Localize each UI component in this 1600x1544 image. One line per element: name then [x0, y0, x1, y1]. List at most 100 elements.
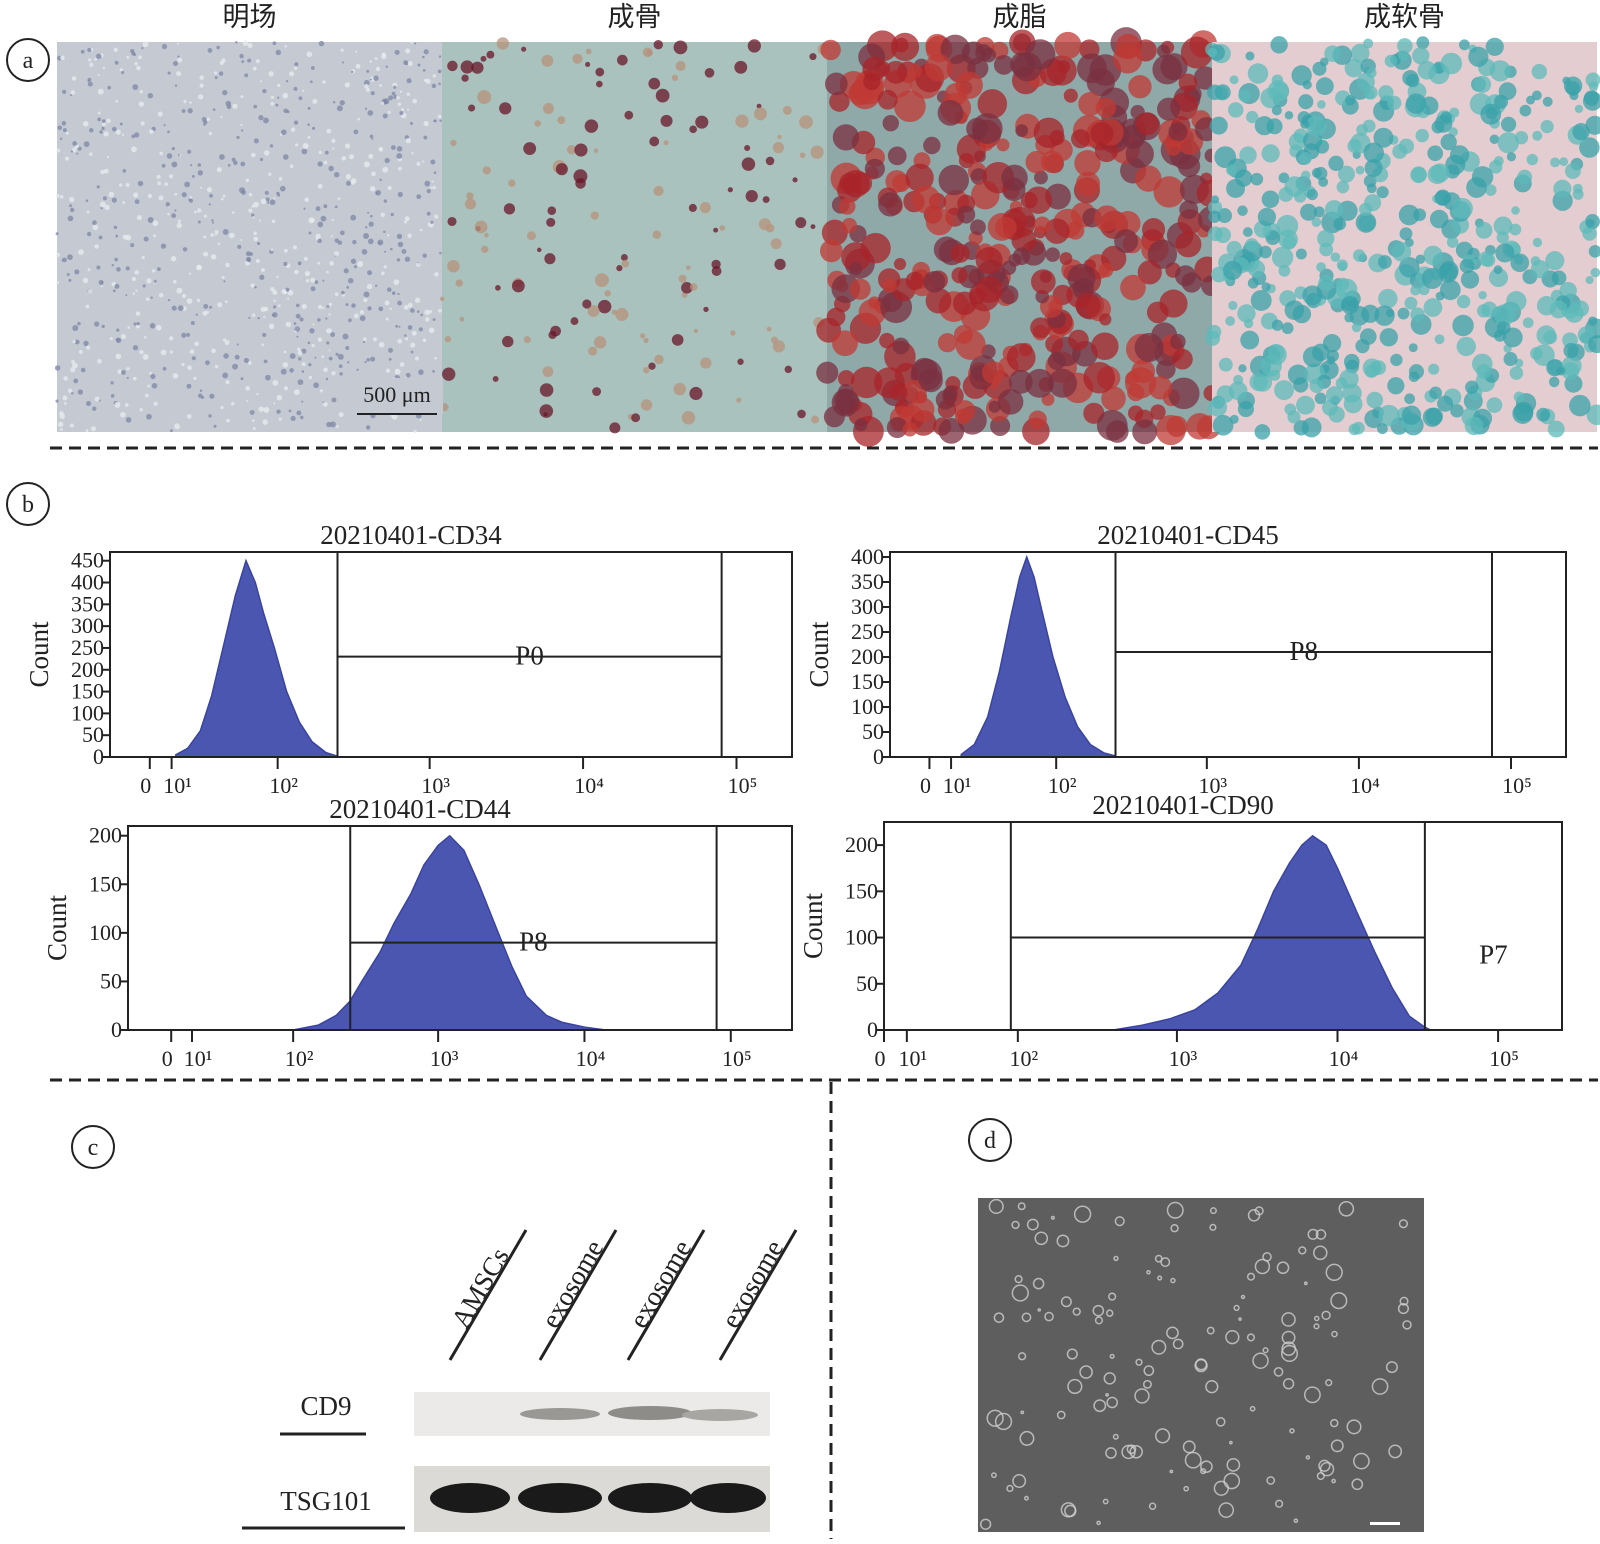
- texture: [461, 74, 469, 82]
- texture: [216, 167, 222, 173]
- texture: [380, 212, 386, 218]
- texture: [289, 71, 295, 77]
- texture: [199, 186, 203, 189]
- texture: [1398, 50, 1409, 62]
- texture: [882, 114, 899, 132]
- texture: [438, 55, 442, 58]
- texture: [849, 262, 863, 276]
- texture: [1392, 144, 1408, 159]
- texture: [182, 247, 188, 252]
- texture: [369, 134, 374, 139]
- texture: [572, 53, 583, 64]
- texture: [955, 329, 986, 360]
- lane-label: exosome: [623, 1235, 697, 1333]
- texture: [317, 337, 323, 342]
- texture: [1208, 397, 1228, 417]
- texture: [163, 124, 166, 127]
- texture: [1506, 290, 1527, 312]
- texture: [76, 152, 79, 155]
- texture: [70, 367, 76, 373]
- texture: [1374, 305, 1395, 326]
- texture: [203, 251, 209, 257]
- texture: [341, 156, 347, 161]
- texture: [550, 325, 561, 337]
- x-tick-label: 10⁵: [1489, 1046, 1519, 1071]
- texture: [1449, 145, 1470, 165]
- texture: [283, 386, 289, 391]
- texture: [950, 243, 970, 263]
- texture: [890, 32, 920, 62]
- texture: [122, 201, 126, 204]
- texture: [147, 384, 151, 388]
- texture: [405, 372, 411, 378]
- particle: [1313, 1315, 1320, 1322]
- texture: [283, 248, 288, 253]
- texture: [78, 249, 84, 255]
- texture: [685, 265, 691, 271]
- texture: [153, 401, 158, 406]
- texture: [1157, 97, 1181, 121]
- particle: [1281, 1330, 1296, 1345]
- texture: [251, 213, 255, 217]
- particle: [1148, 1502, 1157, 1510]
- texture: [323, 367, 328, 373]
- texture: [593, 336, 607, 349]
- texture: [1347, 139, 1362, 154]
- texture: [585, 61, 591, 67]
- texture: [1291, 65, 1312, 86]
- texture: [1025, 368, 1054, 398]
- texture: [307, 106, 311, 110]
- texture: [1459, 258, 1475, 274]
- texture: [703, 306, 709, 313]
- plot-frame: [127, 825, 793, 1031]
- y-tick-label: 200: [71, 657, 104, 682]
- texture: [345, 173, 351, 180]
- texture: [1458, 39, 1470, 51]
- texture: [681, 282, 693, 294]
- texture: [1271, 246, 1294, 269]
- particle: [1102, 1498, 1109, 1505]
- texture: [254, 286, 257, 289]
- texture: [393, 279, 400, 285]
- texture: [1343, 353, 1360, 370]
- texture: [799, 115, 813, 129]
- texture: [1271, 82, 1290, 101]
- texture: [195, 313, 199, 316]
- texture: [256, 241, 261, 246]
- texture: [161, 43, 168, 50]
- texture: [422, 338, 427, 343]
- texture: [1300, 119, 1310, 129]
- texture: [174, 192, 178, 196]
- texture: [1238, 89, 1251, 102]
- texture: [347, 277, 354, 284]
- micrographs: [54, 27, 1600, 447]
- texture: [1376, 186, 1389, 199]
- texture: [977, 89, 1008, 119]
- texture: [330, 235, 333, 238]
- texture: [141, 256, 145, 260]
- texture: [308, 231, 312, 235]
- texture: [331, 397, 337, 403]
- texture: [103, 168, 109, 174]
- texture: [142, 41, 149, 48]
- texture: [67, 388, 73, 394]
- texture: [772, 340, 786, 353]
- texture: [132, 376, 137, 381]
- texture: [167, 130, 170, 134]
- texture: [188, 198, 192, 202]
- texture: [1471, 353, 1493, 375]
- texture: [297, 357, 302, 361]
- chart-title: 20210401-CD34: [320, 520, 502, 550]
- texture: [1045, 335, 1064, 353]
- texture: [1193, 66, 1218, 90]
- texture: [309, 328, 315, 334]
- texture: [283, 154, 289, 160]
- texture: [1120, 274, 1146, 301]
- texture: [69, 204, 72, 208]
- texture: [350, 214, 357, 221]
- chart-title: 20210401-CD90: [1092, 790, 1274, 820]
- texture: [1287, 364, 1309, 385]
- y-tick-label: 150: [89, 871, 122, 896]
- texture: [297, 350, 303, 356]
- texture: [925, 287, 952, 314]
